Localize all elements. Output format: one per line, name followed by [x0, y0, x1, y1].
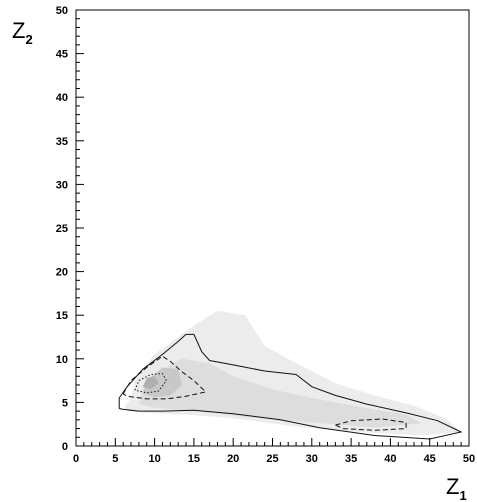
- x-tick-label: 20: [227, 453, 239, 465]
- x-axis-label: Z1: [446, 474, 467, 502]
- y-axis-label-main: Z: [12, 18, 25, 43]
- x-tick-label: 5: [112, 453, 118, 465]
- y-tick-label: 30: [56, 179, 68, 191]
- x-tick-label: 0: [73, 453, 79, 465]
- tail-dashed-contour: [335, 418, 407, 431]
- y-tick-label: 25: [56, 223, 68, 235]
- y-tick-label: 40: [56, 92, 68, 104]
- x-axis-label-main: Z: [446, 474, 459, 499]
- density-shades: [123, 310, 462, 436]
- x-tick-label: 45: [424, 453, 436, 465]
- y-tick-label: 15: [56, 310, 68, 322]
- y-tick-label: 50: [56, 5, 68, 17]
- y-tick-label: 20: [56, 267, 68, 279]
- y-tick-label: 10: [56, 354, 68, 366]
- outer-contour: [118, 333, 463, 440]
- x-tick-label: 25: [266, 453, 278, 465]
- x-tick-label: 35: [345, 453, 357, 465]
- density-region-inner-shade: [142, 367, 183, 398]
- y-axis-label-sub: 2: [25, 32, 32, 47]
- x-axis-label-sub: 1: [459, 488, 466, 502]
- inner-dotted-contour: [134, 373, 167, 394]
- y-axis-ticks: 0 5 10 15 20 25 30 35 40 45 50: [56, 5, 84, 453]
- y-tick-label: 5: [62, 397, 68, 409]
- density-region-core-shade: [142, 376, 159, 390]
- x-tick-label: 30: [306, 453, 318, 465]
- y-tick-label: 45: [56, 49, 68, 61]
- density-region-mid-shade: [138, 358, 422, 428]
- y-axis-label: Z2: [12, 18, 33, 47]
- x-tick-label: 10: [148, 453, 160, 465]
- y-tick-label: 35: [56, 136, 68, 148]
- x-tick-label: 50: [463, 453, 475, 465]
- density-contours: [118, 333, 463, 440]
- x-axis-ticks: 0 5 10 15 20 25 30 35 40 45 50: [73, 438, 475, 465]
- outer-dashed-contour: [122, 355, 207, 400]
- x-tick-label: 40: [384, 453, 396, 465]
- y-tick-label: 0: [62, 441, 68, 453]
- x-tick-label: 15: [188, 453, 200, 465]
